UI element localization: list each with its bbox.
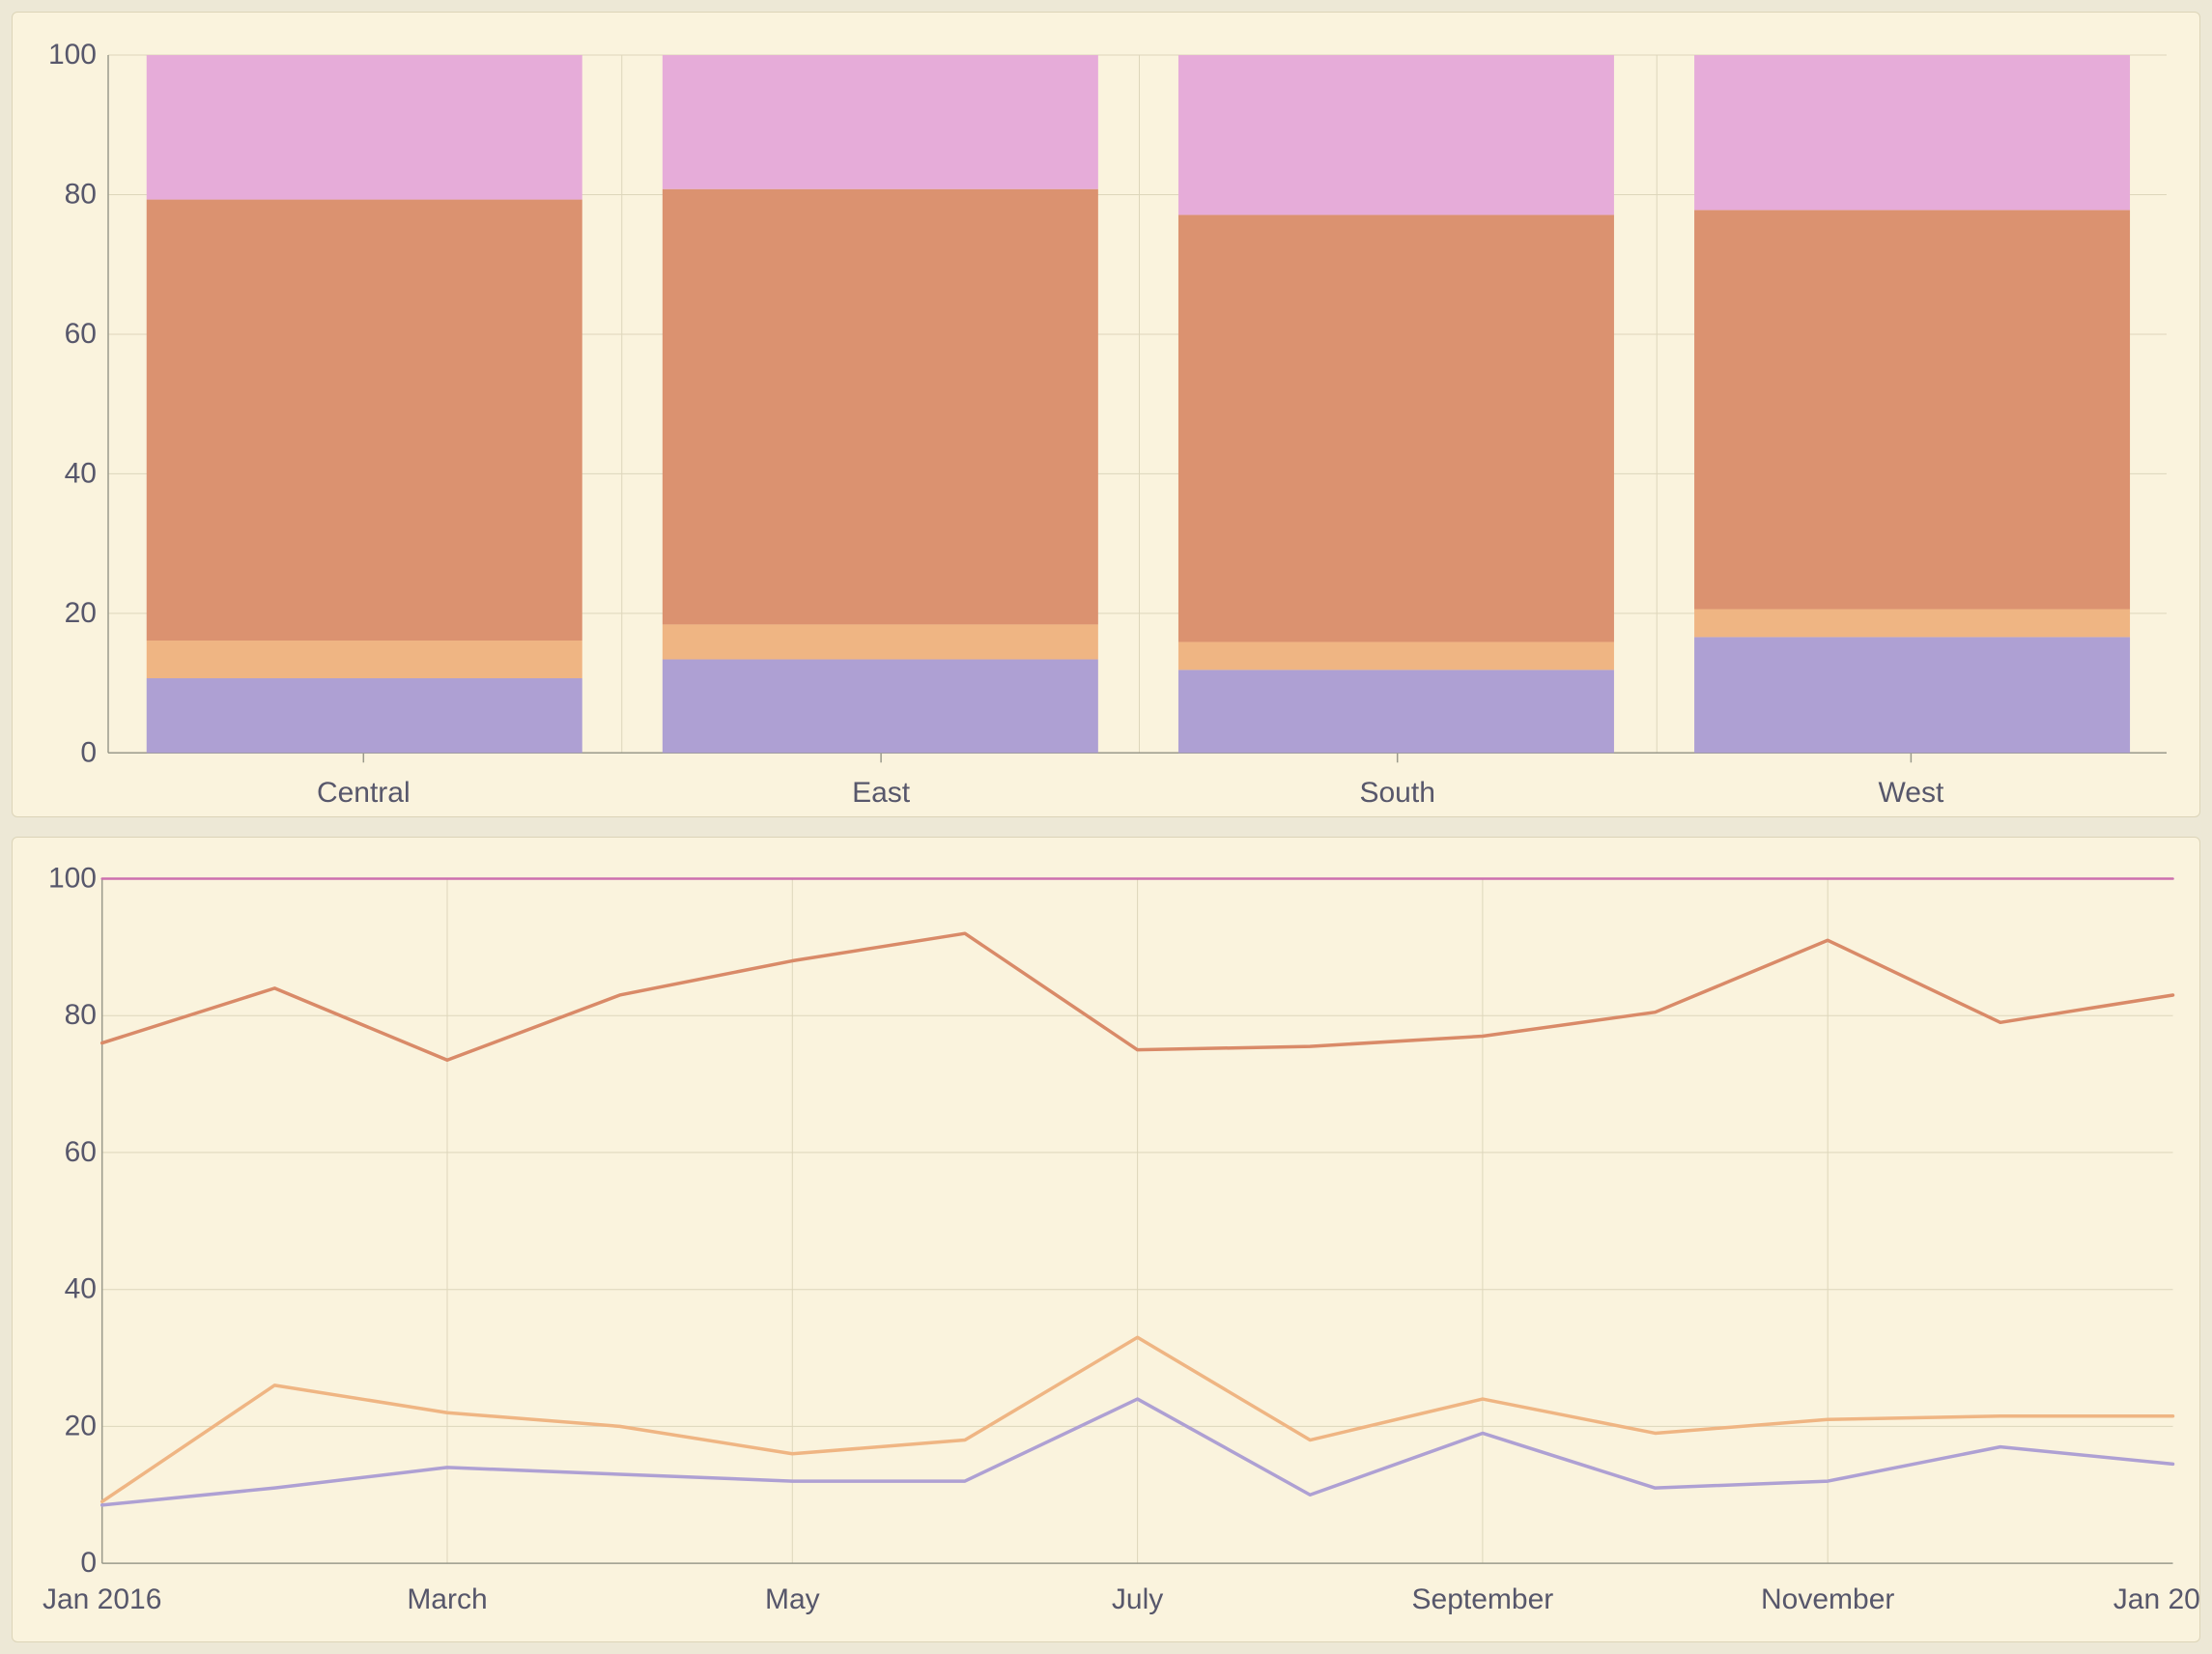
svg-text:40: 40 [65,1273,97,1305]
svg-text:November: November [1761,1583,1894,1615]
svg-text:80: 80 [65,179,97,211]
svg-text:60: 60 [65,318,97,350]
svg-text:Central: Central [317,777,411,809]
svg-text:100: 100 [48,863,97,895]
svg-text:West: West [1879,777,1944,809]
svg-text:0: 0 [80,1547,97,1579]
svg-text:20: 20 [65,597,97,629]
svg-text:March: March [407,1583,487,1615]
svg-text:September: September [1412,1583,1554,1615]
svg-text:Jan 2016: Jan 2016 [43,1583,161,1615]
svg-text:Jan 2017: Jan 2017 [2113,1583,2200,1615]
svg-text:East: East [852,777,911,809]
svg-text:July: July [1112,1583,1163,1615]
svg-text:South: South [1359,777,1434,809]
svg-text:60: 60 [65,1136,97,1168]
svg-text:40: 40 [65,457,97,489]
svg-text:May: May [765,1583,820,1615]
svg-text:20: 20 [65,1410,97,1441]
svg-text:0: 0 [80,736,97,768]
svg-text:80: 80 [65,999,97,1031]
svg-text:100: 100 [48,39,97,71]
